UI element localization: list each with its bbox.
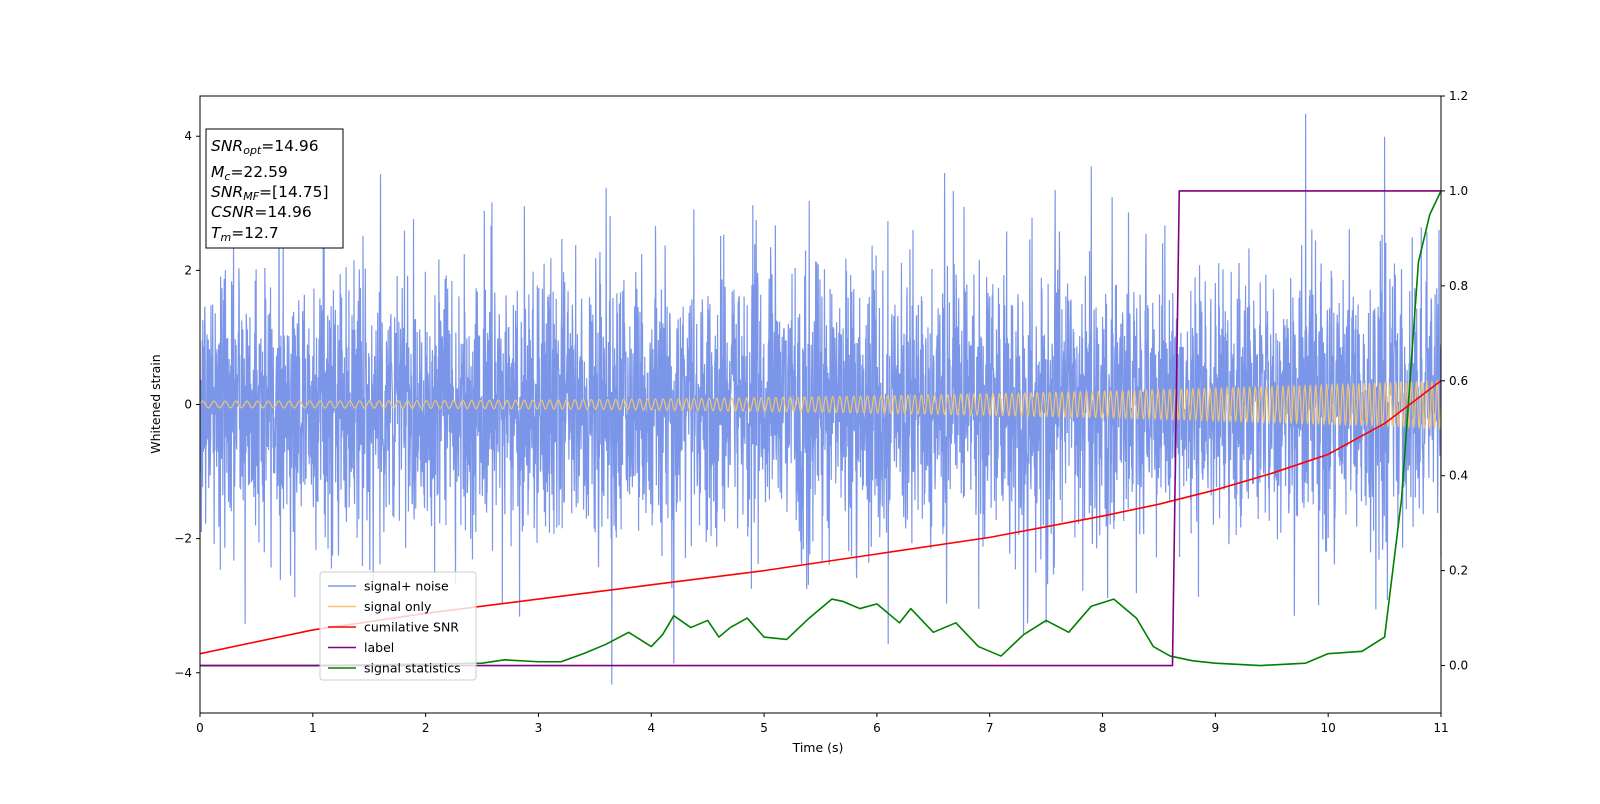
x-tick-label: 1 (309, 721, 317, 735)
x-axis-ticks: 0 1 2 3 4 5 6 7 8 9 10 11 (196, 713, 1449, 735)
y2-tick-label: 0.0 (1449, 659, 1468, 673)
x-tick-label: 9 (1212, 721, 1220, 735)
info-box: SNRopt=14.96 Mc=22.59 SNRMF=[14.75] CSNR… (205, 128, 344, 249)
signal-noise-line (200, 113, 1441, 685)
y2-tick-label: 1.0 (1449, 184, 1468, 198)
x-tick-label: 8 (1099, 721, 1107, 735)
y2-tick-label: 0.6 (1449, 374, 1468, 388)
y2-axis-ticks: 1.2 1.0 0.8 0.6 0.4 0.2 0.0 (1441, 89, 1468, 673)
x-tick-label: 2 (422, 721, 430, 735)
y-axis-ticks: 4 2 0 −2 −4 (174, 129, 200, 680)
legend: signal+ noise signal only cumilative SNR la… (319, 571, 477, 681)
legend-entry: label (364, 640, 394, 655)
x-tick-label: 11 (1433, 721, 1448, 735)
legend-entry: cumilative SNR (364, 620, 459, 635)
x-tick-label: 5 (760, 721, 768, 735)
y-tick-label: −4 (174, 666, 192, 680)
y2-tick-label: 0.8 (1449, 279, 1468, 293)
info-tm: Tm=12.7 (211, 224, 279, 244)
y2-tick-label: 1.2 (1449, 89, 1468, 103)
info-snr-opt: SNRopt=14.96 (211, 137, 319, 157)
x-tick-label: 7 (986, 721, 994, 735)
x-tick-label: 10 (1321, 721, 1336, 735)
y-axis-label: Whitened strain (148, 354, 163, 453)
y2-tick-label: 0.2 (1449, 564, 1468, 578)
x-tick-label: 3 (535, 721, 543, 735)
y-tick-label: 0 (184, 398, 192, 412)
y2-tick-label: 0.4 (1449, 469, 1468, 483)
legend-entry: signal+ noise (364, 579, 449, 594)
legend-entry: signal only (364, 599, 432, 614)
info-snr-mf: SNRMF=[14.75] (211, 183, 329, 203)
info-csnr: CSNR=14.96 (211, 203, 312, 221)
x-tick-label: 4 (647, 721, 655, 735)
signal-only-line (200, 380, 1441, 430)
x-tick-label: 0 (196, 721, 204, 735)
legend-frame (319, 571, 477, 681)
x-tick-label: 6 (873, 721, 881, 735)
info-box-frame (205, 128, 344, 249)
legend-entry: signal statistics (364, 661, 461, 676)
signal-only-series (200, 380, 1441, 430)
x-axis-label: Time (s) (792, 740, 844, 755)
signal-noise-series (200, 113, 1441, 685)
y-tick-label: −2 (174, 532, 192, 546)
label-line (200, 190, 1441, 667)
signal-statistics-line (200, 190, 1441, 667)
y-tick-label: 4 (184, 129, 192, 143)
y-tick-label: 2 (184, 263, 192, 277)
info-mc: Mc=22.59 (211, 163, 288, 183)
